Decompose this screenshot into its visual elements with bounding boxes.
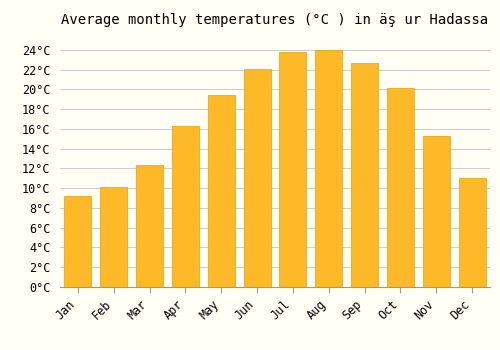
Bar (351, 63, 378, 287)
Title: Average monthly temperatures (°C ) in äş ur Hadassa: Average monthly temperatures (°C ) in äş… (62, 13, 488, 27)
Bar (244, 69, 270, 287)
Bar (387, 88, 414, 287)
Bar (136, 166, 163, 287)
Bar (458, 178, 485, 287)
Bar (316, 50, 342, 287)
Bar (100, 187, 127, 287)
Bar (172, 126, 199, 287)
Bar (280, 52, 306, 287)
Bar (208, 95, 234, 287)
Bar (64, 196, 92, 287)
Bar (423, 136, 450, 287)
